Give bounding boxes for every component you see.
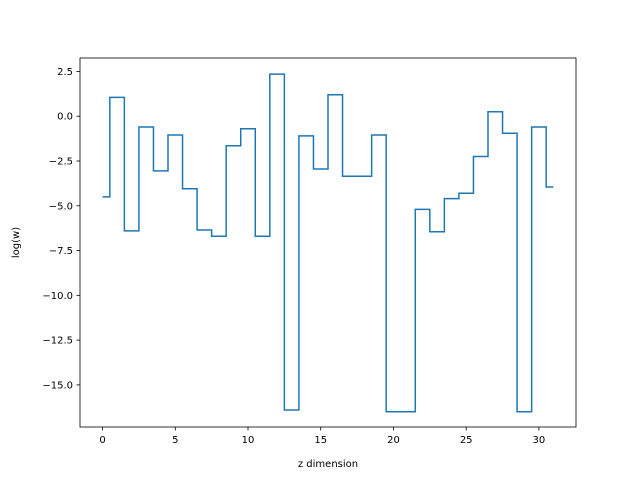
series-layer — [102, 73, 554, 413]
x-tick-label: 5 — [172, 435, 178, 446]
axes-frame — [79, 57, 577, 428]
y-axis: 2.5 0.0 −2.5 −5.0 −7.5 −10.0 −12.5 −15.0 — [42, 67, 80, 391]
y-tick-label: −5.0 — [49, 201, 73, 212]
x-tick-label: 10 — [242, 435, 255, 446]
series-line — [102, 73, 554, 413]
y-tick-label: −15.0 — [42, 380, 73, 391]
y-tick-label: −12.5 — [42, 336, 73, 347]
y-axis-label: log(w) — [11, 227, 22, 258]
x-tick-label: 30 — [533, 435, 546, 446]
x-tick-label: 25 — [460, 435, 473, 446]
y-tick-label: 2.5 — [57, 67, 73, 78]
x-axis-label: z dimension — [298, 459, 358, 470]
y-tick-label: −10.0 — [42, 291, 73, 302]
x-tick-label: 0 — [99, 435, 105, 446]
y-tick-label: 0.0 — [57, 112, 73, 123]
x-axis: 0 5 10 15 20 25 30 — [99, 427, 545, 446]
x-tick-label: 15 — [314, 435, 327, 446]
y-tick-label: −7.5 — [49, 246, 73, 257]
y-tick-label: −2.5 — [49, 156, 73, 167]
x-tick-label: 20 — [387, 435, 400, 446]
